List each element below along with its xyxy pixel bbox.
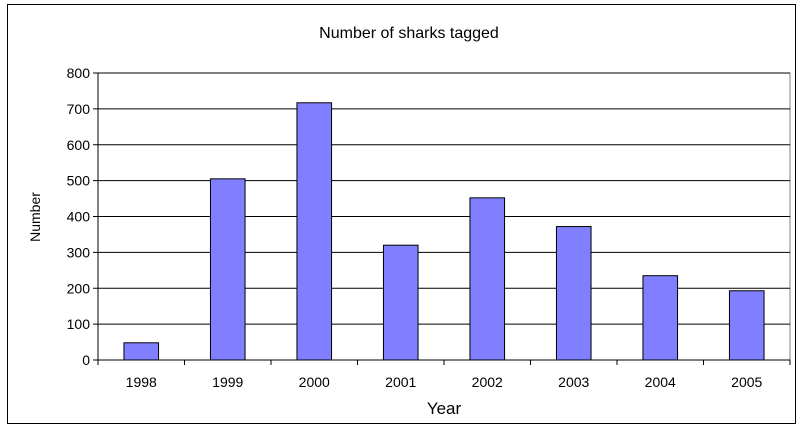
x-tick-label: 2001 [385, 374, 416, 390]
y-tick-label: 700 [67, 101, 91, 117]
bar-2005 [728, 290, 765, 361]
bar-2004 [642, 275, 679, 361]
y-tick-label: 200 [67, 280, 91, 296]
bar-2000 [296, 102, 333, 361]
x-tick-label: 2002 [472, 374, 503, 390]
bar-2003 [555, 226, 592, 361]
x-axis: 1998 1999 2000 2001 2002 2003 2004 2005 [97, 359, 791, 390]
y-tick-label: 500 [67, 173, 91, 189]
y-tick-label: 0 [82, 352, 90, 368]
x-axis-label: Year [427, 399, 462, 418]
y-tick-label: 400 [67, 209, 91, 225]
y-tick-label: 800 [67, 65, 91, 81]
bar-1999 [209, 178, 246, 361]
bars [123, 102, 765, 361]
x-tick-label: 2005 [731, 374, 762, 390]
y-axis: 0 100 200 300 400 500 600 700 800 [67, 65, 99, 368]
y-tick-label: 300 [67, 244, 91, 260]
y-tick-label: 600 [67, 137, 91, 153]
x-tick-label: 1998 [126, 374, 157, 390]
x-tick-label: 2003 [558, 374, 589, 390]
x-tick-label: 2004 [645, 374, 676, 390]
bar-2002 [469, 197, 506, 361]
chart-title: Number of sharks tagged [319, 25, 499, 42]
x-tick-label: 2000 [299, 374, 330, 390]
y-axis-label: Number [27, 192, 43, 242]
bar-2001 [382, 244, 419, 361]
x-tick-label: 1999 [212, 374, 243, 390]
bar-1998 [123, 342, 160, 361]
y-tick-label: 100 [67, 316, 91, 332]
